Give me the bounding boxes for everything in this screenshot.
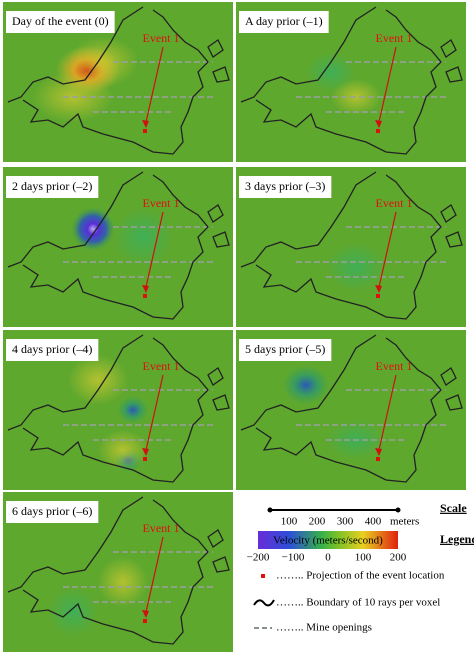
- panel-title-box: [239, 176, 332, 198]
- velocity-anomaly: [68, 37, 138, 87]
- event-label: Event 1: [376, 196, 413, 210]
- velocity-anomaly: [98, 430, 148, 470]
- panel-title: 4 days prior (–4): [12, 342, 92, 356]
- event-location: [143, 129, 147, 133]
- scale-end: [267, 507, 273, 513]
- event-arrow: [378, 46, 397, 123]
- map-panel: 3 days prior (–3) Event 1: [236, 167, 466, 327]
- event-arrow: [145, 536, 164, 613]
- velocity-anomaly: [71, 207, 115, 251]
- legend-item-label: …….. Projection of the event location: [276, 570, 445, 582]
- event-arrow: [378, 374, 397, 451]
- velocity-anomaly: [98, 557, 148, 607]
- map-panel: 5 days prior (–5) Event 1: [236, 330, 466, 490]
- event-label: Event 1: [143, 521, 180, 535]
- legend-item-label: …….. Mine openings: [276, 622, 372, 634]
- scale-tick-label: 300: [337, 516, 354, 528]
- scale-end: [395, 507, 401, 513]
- event-arrow: [145, 46, 164, 123]
- velocity-anomaly: [48, 587, 98, 637]
- event-location: [376, 457, 380, 461]
- panel-title-box: [239, 11, 329, 33]
- event-arrowhead: [142, 120, 149, 128]
- event-label: Event 1: [376, 31, 413, 45]
- panel-title: 5 days prior (–5): [245, 342, 325, 356]
- scale-unit: meters: [390, 516, 419, 528]
- panel-title-box: [6, 176, 99, 198]
- ray-boundary: [7, 6, 209, 155]
- panel-title: Day of the event (0): [12, 14, 109, 28]
- ray-boundary: [207, 39, 230, 83]
- colorbar-tick-label: −200: [247, 552, 270, 564]
- ray-boundary: [240, 334, 442, 483]
- event-arrowhead: [375, 120, 382, 128]
- colorbar-tick-label: 200: [390, 552, 407, 564]
- event-arrow: [378, 211, 397, 288]
- event-location: [376, 129, 380, 133]
- ray-boundary: [440, 39, 463, 83]
- ray-boundary: [440, 204, 463, 248]
- event-label: Event 1: [143, 196, 180, 210]
- event-arrowhead: [375, 285, 382, 293]
- velocity-anomaly: [326, 242, 386, 292]
- event-arrow: [145, 374, 164, 451]
- map-panel: 2 days prior (–2) Event 1: [3, 167, 233, 327]
- event-location: [143, 619, 147, 623]
- panel-title-box: [6, 501, 99, 523]
- ray-boundary: [7, 496, 209, 645]
- ray-boundary: [7, 171, 209, 320]
- ray-boundary: [240, 6, 442, 155]
- map-panel: Day of the event (0) Event 1: [3, 2, 233, 162]
- velocity-anomaly: [113, 207, 173, 267]
- ray-boundary: [207, 204, 230, 248]
- panel-title-box: [6, 11, 115, 33]
- legend-event-symbol: [261, 574, 265, 578]
- panel-title: 2 days prior (–2): [12, 179, 92, 193]
- event-location: [143, 294, 147, 298]
- legend-boundary-symbol: [253, 599, 275, 607]
- velocity-anomaly: [282, 365, 330, 405]
- panel-title-box: [239, 339, 332, 361]
- event-location: [376, 294, 380, 298]
- map-panel: 4 days prior (–4) Event 1: [3, 330, 233, 490]
- ray-boundary: [207, 529, 230, 573]
- ray-boundary: [207, 367, 230, 411]
- legend-item-label: …….. Boundary of 10 rays per voxel: [276, 597, 440, 609]
- event-label: Event 1: [376, 359, 413, 373]
- event-label: Event 1: [143, 359, 180, 373]
- scale-title: Scale: [440, 501, 467, 515]
- scale-tick-label: 400: [365, 516, 382, 528]
- velocity-anomaly: [68, 355, 128, 405]
- scale-tick-label: 100: [281, 516, 298, 528]
- event-label: Event 1: [143, 31, 180, 45]
- event-location: [143, 457, 147, 461]
- event-arrowhead: [142, 610, 149, 618]
- event-arrowhead: [142, 285, 149, 293]
- panel-title: 3 days prior (–3): [245, 179, 325, 193]
- ray-boundary: [7, 334, 209, 483]
- map-panel: 6 days prior (–6) Event 1: [3, 492, 233, 652]
- event-arrowhead: [375, 448, 382, 456]
- velocity-anomaly: [117, 396, 149, 424]
- ray-boundary: [240, 171, 442, 320]
- velocity-anomaly: [306, 52, 356, 92]
- panel-title-box: [6, 339, 99, 361]
- colorbar-label: Velocity (meters/second): [273, 535, 383, 547]
- panel-title: 6 days prior (–6): [12, 504, 92, 518]
- event-arrowhead: [142, 448, 149, 456]
- map-panel: A day prior (–1) Event 1: [236, 2, 466, 162]
- colorbar-tick-label: 100: [355, 552, 372, 564]
- colorbar-tick-label: 0: [325, 552, 331, 564]
- colorbar-title: Legend: [440, 532, 474, 546]
- colorbar: [258, 531, 398, 549]
- panel-title: A day prior (–1): [245, 14, 323, 28]
- event-arrow: [145, 211, 164, 288]
- colorbar-tick-label: −100: [282, 552, 305, 564]
- scale-tick-label: 200: [309, 516, 326, 528]
- ray-boundary: [440, 367, 463, 411]
- legend-panel: 100 200 300 400 meters Scale Velocity (meters/…: [247, 501, 474, 634]
